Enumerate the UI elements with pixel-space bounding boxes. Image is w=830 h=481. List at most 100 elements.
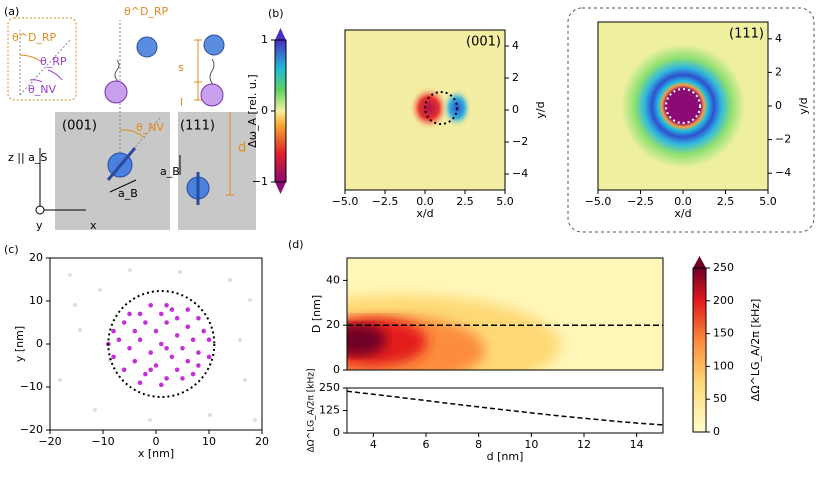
x-tick-label: −10 <box>91 435 114 448</box>
point <box>196 363 201 368</box>
y-tick-label: 125 <box>319 404 340 417</box>
angle-label: θ_RP <box>40 55 67 68</box>
colorbar-label: ΔΩ^LG_A/2π [kHz] <box>749 299 762 402</box>
x-tick-label: 2.5 <box>717 195 735 208</box>
y-tick-label: −2 <box>512 135 528 148</box>
colorbar-tick-label: 250 <box>713 261 734 274</box>
colorbar-tick-label: −1 <box>252 175 268 188</box>
point <box>132 358 138 364</box>
x-tick-label: 10 <box>202 435 216 448</box>
x-tick-label: −2.5 <box>372 195 399 208</box>
point <box>180 376 185 381</box>
point <box>148 367 153 373</box>
y-tick-label: 20 <box>29 251 43 264</box>
y-tick-label: 40 <box>326 273 340 286</box>
y-axis-label: y [nm] <box>13 326 26 362</box>
point <box>185 307 191 312</box>
point <box>127 311 132 317</box>
y-tick-label: 250 <box>319 381 340 394</box>
point <box>111 328 116 334</box>
x-tick-label: −2.5 <box>627 195 654 208</box>
x-tick-label: −5.0 <box>585 195 612 208</box>
point <box>164 320 169 325</box>
vector-label: a_B <box>160 165 180 178</box>
colorbar-tick-label: 0 <box>713 425 720 438</box>
y-axis-label: y/d <box>534 101 547 118</box>
surface <box>178 112 256 230</box>
point <box>127 346 132 351</box>
angle-label: θ^D_RP <box>12 31 57 44</box>
point <box>185 324 191 330</box>
colorbar-frame <box>692 267 707 433</box>
x-tick-label: 12 <box>577 438 591 451</box>
axis-label: x <box>90 219 97 232</box>
y-tick-label: −20 <box>20 423 43 436</box>
point <box>143 371 148 377</box>
y-tick-label: 20 <box>326 318 340 331</box>
x-tick-label: 4 <box>370 438 377 451</box>
colorbar-tick-label: 0 <box>261 104 268 117</box>
y-tick-label: 2 <box>775 65 782 78</box>
y-tick-label: 2 <box>512 71 519 84</box>
plot-label: (001) <box>466 35 501 50</box>
colorbar <box>693 268 706 432</box>
x-tick-label: 0.0 <box>674 195 692 208</box>
heatmap-lobe <box>409 86 449 130</box>
x-tick-label: 5.0 <box>759 195 777 208</box>
x-axis-label: x/d <box>416 207 433 220</box>
colorbar-label: Δω_A [rel. u.] <box>246 74 259 147</box>
point <box>190 337 196 343</box>
y-tick-label: −10 <box>20 380 43 393</box>
x-tick-label: 0.0 <box>416 195 434 208</box>
y-tick-label: 0 <box>333 426 340 439</box>
y-axis-label: ΔΩ^LG_A/2π [kHz] <box>307 369 317 453</box>
point <box>164 376 169 381</box>
x-tick-label: −5.0 <box>332 195 359 208</box>
face-label: (001) <box>62 119 97 134</box>
line <box>346 390 664 426</box>
point <box>111 354 116 360</box>
point <box>196 350 201 355</box>
point <box>153 328 159 334</box>
colorbar <box>275 40 286 182</box>
plot-frame <box>346 257 664 371</box>
colorbar-tick-label: 1 <box>261 33 268 46</box>
point <box>121 320 127 325</box>
y-tick-label: −4 <box>775 166 791 179</box>
point <box>180 346 185 351</box>
point <box>164 346 169 351</box>
colorbar-tick-label: 50 <box>713 392 727 405</box>
x-axis-label: d [nm] <box>487 450 524 463</box>
colorbar-arrow <box>275 182 286 194</box>
face-label: (111) <box>180 119 215 134</box>
point <box>174 333 180 338</box>
x-tick-label: 6 <box>423 438 430 451</box>
point <box>174 315 180 321</box>
x-tick-label: 5.0 <box>496 195 514 208</box>
axis-label: z || a_S <box>8 151 47 164</box>
point <box>137 380 143 386</box>
y-tick-label: 0 <box>36 337 43 350</box>
region-circle <box>665 88 701 124</box>
heatmap-ring <box>621 44 745 168</box>
x-tick-label: 10 <box>524 438 538 451</box>
colorbar-tick-label: 100 <box>713 359 734 372</box>
angle-label: θ_NV <box>136 121 164 134</box>
point <box>201 328 206 334</box>
panel-label: (c) <box>4 243 19 256</box>
point <box>137 337 143 343</box>
angle-label: θ^D_RP <box>124 5 169 18</box>
point <box>190 371 196 377</box>
axis-label: y <box>36 219 43 232</box>
x-tick-label: 8 <box>475 438 482 451</box>
region-circle <box>107 290 216 398</box>
length-label: d <box>238 141 246 156</box>
y-tick-label: 10 <box>29 294 43 307</box>
x-axis-label: x/d <box>674 207 691 220</box>
region-circle <box>424 91 458 125</box>
colorbar-tick-label: 200 <box>713 294 734 307</box>
length-label: l <box>180 96 183 109</box>
point <box>143 320 148 325</box>
point <box>159 311 164 317</box>
point <box>196 315 201 321</box>
